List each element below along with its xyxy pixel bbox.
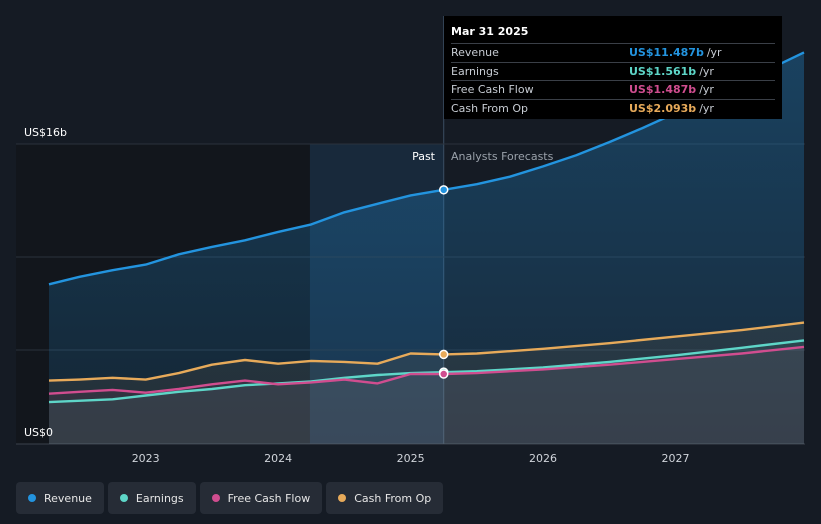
x-tick-label: 2024 xyxy=(264,452,292,465)
tooltip-row-revenue: Revenue US$11.487b /yr xyxy=(451,43,775,62)
tooltip-date: Mar 31 2025 xyxy=(451,25,529,38)
x-tick-label: 2026 xyxy=(529,452,557,465)
tooltip-value: US$1.487b xyxy=(629,83,697,96)
free-cash-flow-marker xyxy=(438,369,449,379)
free-cash-flow-line xyxy=(48,345,805,395)
earnings-line xyxy=(48,339,805,404)
x-tick-label: 2027 xyxy=(662,452,690,465)
cash-from-op-marker xyxy=(438,349,449,360)
legend-label: Earnings xyxy=(135,491,184,505)
tooltip-row-earnings: Earnings US$1.561b /yr xyxy=(451,61,775,81)
tooltip-value: US$11.487b xyxy=(629,46,704,59)
legend: Revenue Earnings Free Cash Flow Cash Fro… xyxy=(16,482,444,514)
tooltip-unit: /yr xyxy=(699,83,714,96)
tooltip-label: Earnings xyxy=(451,64,499,78)
tooltip-unit: /yr xyxy=(706,46,722,59)
legend-dot-icon xyxy=(338,494,347,502)
tooltip-value: US$2.093b xyxy=(629,101,697,115)
legend-item-earnings[interactable]: Earnings xyxy=(107,482,196,514)
tooltip-label: Revenue xyxy=(451,46,499,59)
revenue-area xyxy=(49,52,804,445)
tooltip-row-cash-from-op: Cash From Op US$2.093b /yr xyxy=(451,98,775,118)
y-axis-top-label: US$16b xyxy=(24,126,67,139)
tooltip-row-free-cash-flow: Free Cash Flow US$1.487b /yr xyxy=(451,80,775,99)
legend-label: Cash From Op xyxy=(354,491,432,505)
legend-item-revenue[interactable]: Revenue xyxy=(16,482,104,514)
earnings-area xyxy=(49,340,804,444)
y-axis-bottom-label: US$0 xyxy=(24,426,53,439)
legend-item-free-cash-flow[interactable]: Free Cash Flow xyxy=(199,482,323,514)
tooltip-unit: /yr xyxy=(699,64,714,78)
tooltip-value: US$1.561b xyxy=(629,64,697,78)
tooltip-label: Free Cash Flow xyxy=(451,83,534,96)
legend-dot-icon xyxy=(28,494,36,502)
legend-dot-icon xyxy=(119,494,128,502)
tooltip-panel: Mar 31 2025 Revenue US$11.487b /yr Earni… xyxy=(444,16,782,119)
tooltip-label: Cash From Op xyxy=(451,101,529,115)
free-cash-flow-area xyxy=(49,346,804,444)
legend-label: Free Cash Flow xyxy=(227,491,311,505)
cash-from-op-line xyxy=(48,321,805,382)
past-label: Past xyxy=(412,150,436,163)
legend-dot-icon xyxy=(211,494,220,502)
cash-from-op-area xyxy=(49,322,804,444)
x-tick-label: 2023 xyxy=(132,452,160,465)
legend-label: Revenue xyxy=(44,491,92,505)
x-tick-label: 2025 xyxy=(397,452,425,465)
forecast-label: Analysts Forecasts xyxy=(451,150,554,163)
revenue-marker xyxy=(438,185,449,195)
tooltip-unit: /yr xyxy=(699,101,714,115)
legend-item-cash-from-op[interactable]: Cash From Op xyxy=(326,482,444,514)
